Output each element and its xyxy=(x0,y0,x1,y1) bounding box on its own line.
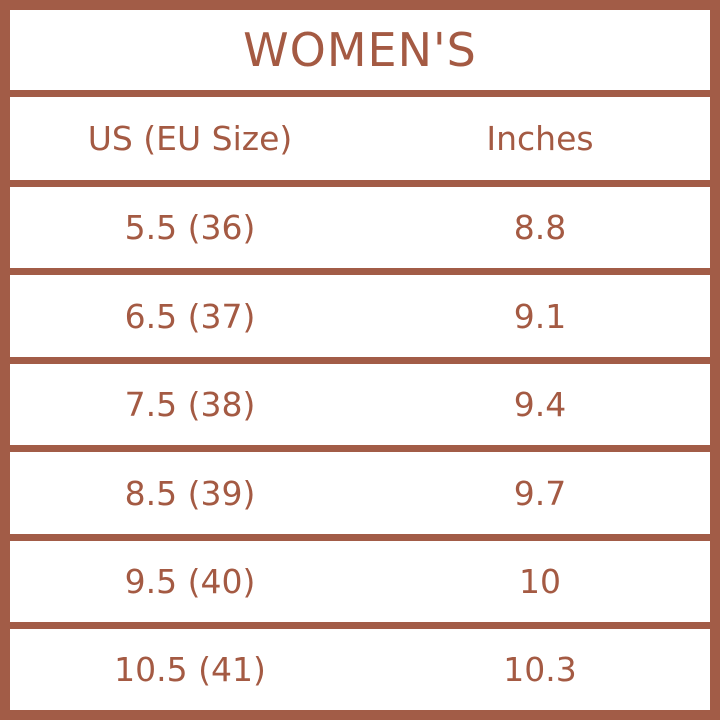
table-cell-size: 8.5 (39) xyxy=(124,473,256,513)
header-us-eu-size: US (EU Size) xyxy=(87,119,293,158)
table-cell-inches: 9.1 xyxy=(513,296,567,336)
table-cell-inches: 9.4 xyxy=(513,385,567,424)
row-divider xyxy=(0,622,720,629)
row-divider xyxy=(0,357,720,364)
header-inches: Inches xyxy=(486,119,594,158)
row-divider xyxy=(0,445,720,452)
row-divider xyxy=(0,268,720,275)
chart-title: WOMEN'S xyxy=(243,23,477,77)
table-cell-inches: 8.8 xyxy=(513,208,567,247)
table-cell-inches: 10 xyxy=(519,562,561,601)
table-cell-size: 5.5 (36) xyxy=(124,208,256,247)
table-cell-size: 7.5 (38) xyxy=(124,385,256,424)
table-cell-inches: 10.3 xyxy=(503,650,577,689)
row-divider xyxy=(0,180,720,187)
row-divider xyxy=(0,90,720,97)
table-cell-size: 6.5 (37) xyxy=(124,296,256,336)
table-cell-inches: 9.7 xyxy=(513,473,567,513)
table-cell-size: 9.5 (40) xyxy=(124,562,256,601)
row-divider xyxy=(0,534,720,541)
table-cell-size: 10.5 (41) xyxy=(114,650,266,689)
